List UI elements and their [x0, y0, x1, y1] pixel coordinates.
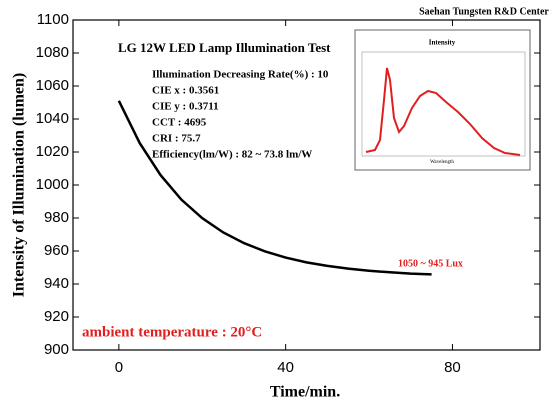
annotation: CCT : 4695 — [152, 117, 207, 129]
temperature-note: ambient temperature : 20°C — [82, 324, 262, 340]
header: Saehan Tungsten R&D Center — [419, 6, 549, 17]
inset-plot — [361, 51, 526, 157]
chart-title: LG 12W LED Lamp Illumination Test — [118, 40, 331, 55]
annotation: CIE y : 0.3711 — [152, 101, 219, 113]
inset-spectrum — [365, 67, 521, 156]
inset-title: Intensity — [429, 39, 456, 47]
x-axis-label: Time/min. — [270, 384, 340, 401]
y-axis-label: Intensity of Illumination (lumen) — [11, 73, 28, 297]
y-tick-label: 960 — [44, 242, 69, 259]
annotation: CIE x : 0.3561 — [152, 85, 219, 97]
annotation: CRI : 75.7 — [152, 133, 201, 145]
range-note: 1050 ~ 945 Lux — [398, 258, 463, 269]
y-tick-label: 1080 — [36, 44, 69, 61]
y-tick-label: 1040 — [36, 110, 69, 127]
y-tick-label: 1000 — [36, 176, 69, 193]
y-tick-label: 920 — [44, 308, 69, 325]
data-line — [117, 100, 432, 276]
x-tick-label: 80 — [444, 359, 461, 376]
inset: Intensity Wavelength — [354, 29, 531, 171]
y-tick-label: 940 — [44, 275, 69, 292]
y-tick-label: 900 — [44, 341, 69, 358]
y-tick-label: 1100 — [37, 11, 69, 28]
x-tick-label: 0 — [115, 359, 123, 376]
y-tick-label: 980 — [44, 209, 69, 226]
annotation: Illumination Decreasing Rate(%) : 10 — [152, 69, 329, 81]
x-tick-label: 40 — [277, 359, 294, 376]
y-tick-label: 1020 — [36, 143, 69, 160]
annotation: Efficiency(lm/W) : 82 ~ 73.8 lm/W — [152, 149, 312, 161]
y-tick-label: 1060 — [36, 77, 69, 94]
inset-x-label: Wavelength — [430, 160, 454, 165]
